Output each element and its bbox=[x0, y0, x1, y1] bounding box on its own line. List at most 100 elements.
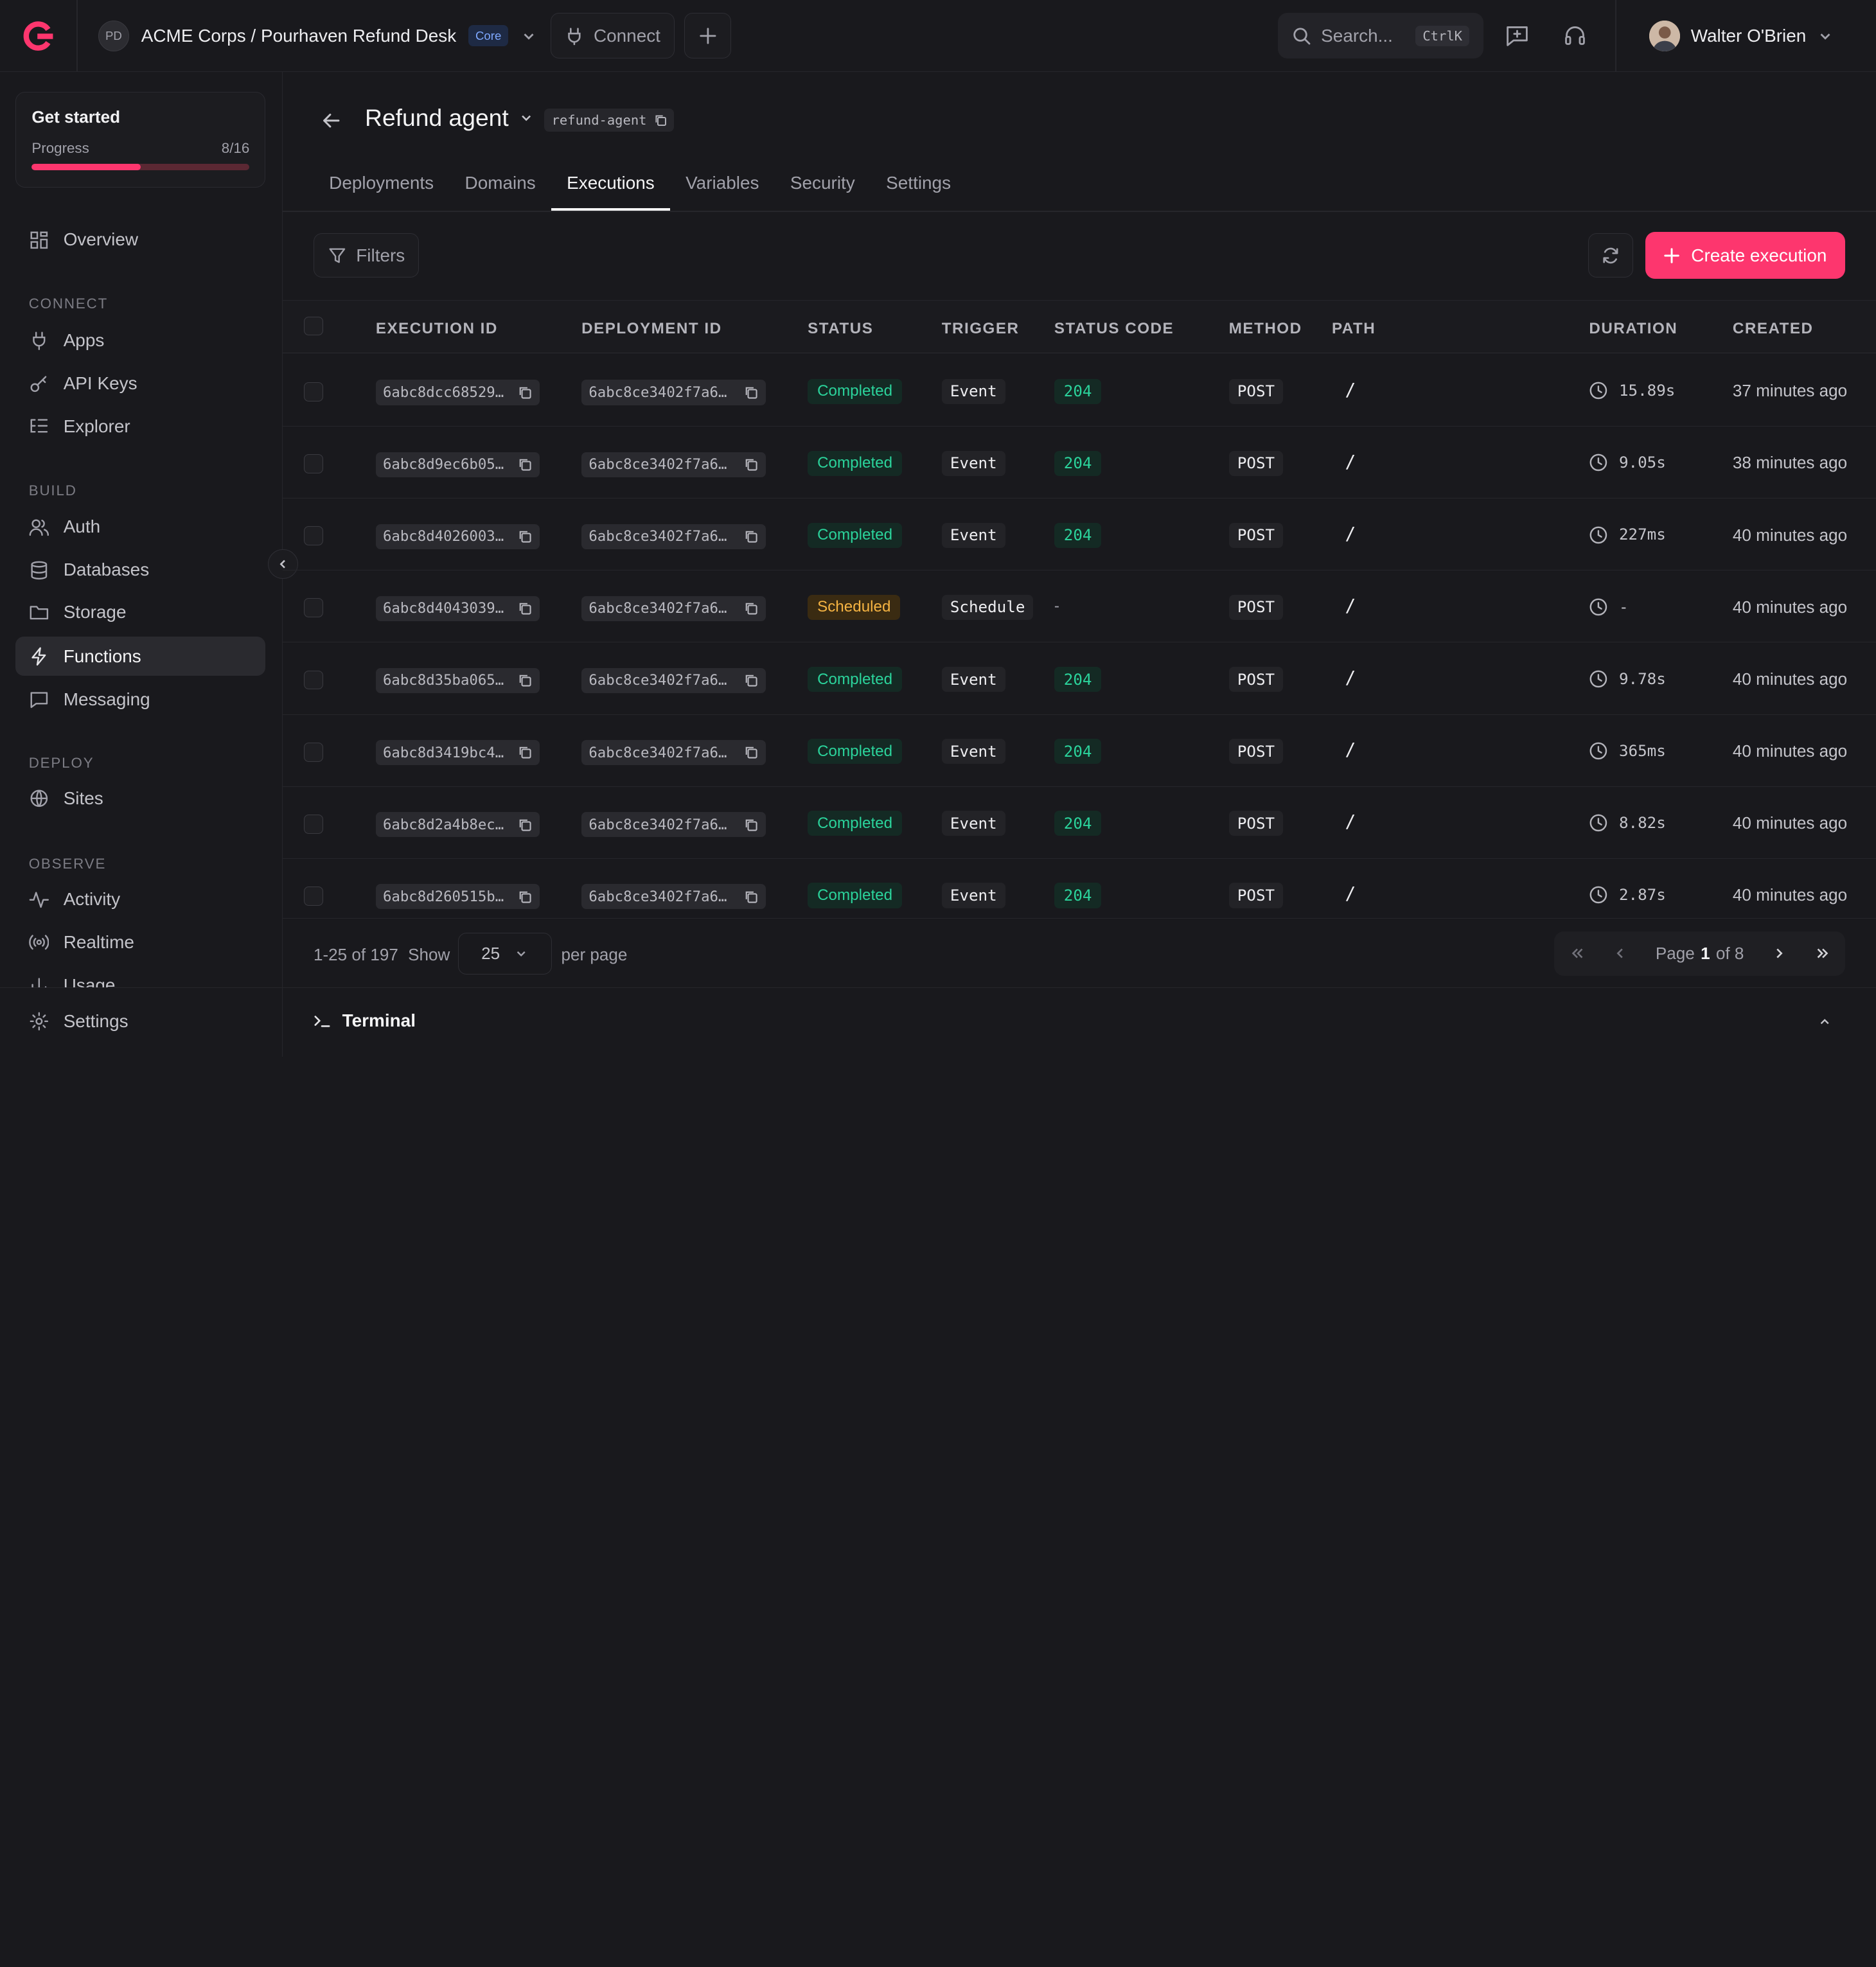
sidebar-item-usage[interactable]: Usage bbox=[15, 967, 265, 987]
row-checkbox[interactable] bbox=[304, 598, 323, 618]
column-header-execution-id[interactable]: EXECUTION ID bbox=[375, 320, 498, 338]
row-checkbox[interactable] bbox=[304, 886, 323, 906]
sidebar-item-storage[interactable]: Storage bbox=[15, 592, 265, 631]
sidebar-item-databases[interactable]: Databases bbox=[15, 551, 265, 590]
tab-security[interactable]: Security bbox=[790, 172, 855, 193]
copy-icon[interactable] bbox=[518, 457, 532, 472]
function-id-chip[interactable]: refund-agent bbox=[544, 109, 675, 132]
column-header-duration[interactable]: DURATION bbox=[1589, 320, 1678, 338]
column-header-deployment-id[interactable]: DEPLOYMENT ID bbox=[581, 320, 722, 338]
refresh-button[interactable] bbox=[1588, 233, 1634, 278]
column-header-method[interactable]: METHOD bbox=[1228, 320, 1302, 338]
sidebar-item-sites[interactable]: Sites bbox=[15, 779, 265, 818]
select-all-checkbox[interactable] bbox=[304, 316, 323, 336]
sidebar-item-explorer[interactable]: Explorer bbox=[15, 407, 265, 446]
collapse-sidebar-button[interactable] bbox=[268, 549, 298, 579]
copy-icon[interactable] bbox=[518, 890, 532, 904]
execution-id-chip[interactable]: 6abc8dcc68529… bbox=[375, 380, 540, 405]
row-checkbox[interactable] bbox=[304, 742, 323, 762]
chevron-up-icon[interactable] bbox=[1818, 1014, 1832, 1028]
support-headset-icon[interactable] bbox=[1562, 22, 1588, 49]
deployment-id-chip[interactable]: 6abc8ce3402f7a6… bbox=[581, 380, 766, 405]
sidebar-item-api-keys[interactable]: API Keys bbox=[15, 364, 265, 403]
tab-deployments[interactable]: Deployments bbox=[329, 172, 434, 193]
filters-button[interactable]: Filters bbox=[313, 233, 419, 278]
sidebar-item-auth[interactable]: Auth bbox=[15, 507, 265, 547]
next-page-icon[interactable] bbox=[1771, 945, 1787, 962]
deployment-id-chip[interactable]: 6abc8ce3402f7a6… bbox=[581, 884, 766, 910]
table-row[interactable]: 6abc8d2a4b8ec… 6abc8ce3402f7a6… Complete… bbox=[282, 787, 1876, 859]
get-started-card[interactable]: Get started Progress 8/16 bbox=[15, 92, 266, 188]
copy-icon[interactable] bbox=[744, 673, 758, 687]
copy-icon[interactable] bbox=[518, 385, 532, 400]
table-row[interactable]: 6abc8dcc68529… 6abc8ce3402f7a6… Complete… bbox=[282, 355, 1876, 427]
execution-id-chip[interactable]: 6abc8d3419bc4… bbox=[375, 740, 540, 766]
row-checkbox[interactable] bbox=[304, 454, 323, 474]
sidebar-item-realtime[interactable]: Realtime bbox=[15, 922, 265, 962]
sidebar-item-settings[interactable]: Settings bbox=[15, 1001, 265, 1041]
back-arrow-icon[interactable] bbox=[321, 110, 342, 132]
sidebar-item-messaging[interactable]: Messaging bbox=[15, 680, 265, 719]
copy-icon[interactable] bbox=[518, 601, 532, 615]
deployment-id-chip[interactable]: 6abc8ce3402f7a6… bbox=[581, 740, 766, 766]
tab-variables[interactable]: Variables bbox=[686, 172, 759, 193]
column-header-created[interactable]: CREATED bbox=[1732, 320, 1814, 338]
deployment-id-chip[interactable]: 6abc8ce3402f7a6… bbox=[581, 524, 766, 549]
add-button[interactable] bbox=[684, 13, 731, 59]
copy-icon[interactable] bbox=[744, 745, 758, 759]
tab-executions[interactable]: Executions bbox=[551, 168, 671, 211]
copy-icon[interactable] bbox=[744, 457, 758, 472]
execution-id-chip[interactable]: 6abc8d4026003… bbox=[375, 524, 540, 549]
row-checkbox[interactable] bbox=[304, 814, 323, 834]
feedback-icon[interactable] bbox=[1504, 22, 1530, 49]
sidebar-item-apps[interactable]: Apps bbox=[15, 321, 265, 360]
table-row[interactable]: 6abc8d3419bc4… 6abc8ce3402f7a6… Complete… bbox=[282, 715, 1876, 787]
tab-domains[interactable]: Domains bbox=[465, 172, 536, 193]
terminal-panel[interactable]: Terminal bbox=[282, 987, 1876, 1057]
execution-id-chip[interactable]: 6abc8d4043039… bbox=[375, 595, 540, 621]
table-row[interactable]: 6abc8d35ba065… 6abc8ce3402f7a6… Complete… bbox=[282, 643, 1876, 715]
copy-icon[interactable] bbox=[744, 601, 758, 615]
sidebar-item-overview[interactable]: Overview bbox=[15, 220, 265, 260]
sidebar-item-activity[interactable]: Activity bbox=[15, 879, 265, 919]
copy-icon[interactable] bbox=[518, 745, 532, 759]
search-input[interactable]: Search... CtrlK bbox=[1278, 13, 1484, 59]
column-header-status[interactable]: STATUS bbox=[808, 320, 874, 338]
create-execution-button[interactable]: Create execution bbox=[1645, 232, 1845, 279]
deployment-id-chip[interactable]: 6abc8ce3402f7a6… bbox=[581, 812, 766, 838]
copy-icon[interactable] bbox=[744, 529, 758, 543]
connect-button[interactable]: Connect bbox=[550, 13, 675, 59]
column-header-status-code[interactable]: STATUS CODE bbox=[1054, 320, 1174, 338]
project-switcher[interactable]: PD ACME Corps / Pourhaven Refund Desk Co… bbox=[98, 19, 537, 53]
execution-id-chip[interactable]: 6abc8d260515b… bbox=[375, 884, 540, 910]
copy-icon[interactable] bbox=[518, 529, 532, 543]
deployment-id-chip[interactable]: 6abc8ce3402f7a6… bbox=[581, 595, 766, 621]
column-header-path[interactable]: PATH bbox=[1331, 320, 1376, 338]
row-checkbox[interactable] bbox=[304, 382, 323, 401]
copy-icon[interactable] bbox=[744, 818, 758, 832]
column-header-trigger[interactable]: TRIGGER bbox=[941, 320, 1020, 338]
last-page-icon[interactable] bbox=[1814, 945, 1831, 962]
execution-id-chip[interactable]: 6abc8d2a4b8ec… bbox=[375, 812, 540, 838]
copy-icon[interactable] bbox=[518, 818, 532, 832]
tab-settings[interactable]: Settings bbox=[886, 172, 951, 193]
sidebar-item-functions[interactable]: Functions bbox=[15, 636, 266, 676]
table-row[interactable]: 6abc8d4026003… 6abc8ce3402f7a6… Complete… bbox=[282, 499, 1876, 571]
deployment-id-chip[interactable]: 6abc8ce3402f7a6… bbox=[581, 667, 766, 693]
row-checkbox[interactable] bbox=[304, 670, 323, 690]
deployment-id-chip[interactable]: 6abc8ce3402f7a6… bbox=[581, 452, 766, 477]
logo-icon[interactable] bbox=[22, 19, 55, 53]
copy-icon[interactable] bbox=[744, 890, 758, 904]
execution-id-chip[interactable]: 6abc8d9ec6b05… bbox=[375, 452, 540, 477]
copy-icon[interactable] bbox=[518, 673, 532, 687]
execution-id-chip[interactable]: 6abc8d35ba065… bbox=[375, 667, 540, 693]
copy-icon[interactable] bbox=[744, 385, 758, 400]
per-page-select[interactable]: 25 bbox=[458, 932, 552, 975]
table-row[interactable]: 6abc8d4043039… 6abc8ce3402f7a6… Schedule… bbox=[282, 571, 1876, 643]
row-checkbox[interactable] bbox=[304, 526, 323, 546]
table-row[interactable]: 6abc8d260515b… 6abc8ce3402f7a6… Complete… bbox=[283, 859, 1876, 917]
prev-page-icon[interactable] bbox=[1612, 945, 1629, 962]
first-page-icon[interactable] bbox=[1569, 945, 1586, 962]
user-menu[interactable]: Walter O'Brien bbox=[1649, 19, 1834, 53]
function-switcher[interactable]: Refund agent bbox=[365, 104, 534, 132]
